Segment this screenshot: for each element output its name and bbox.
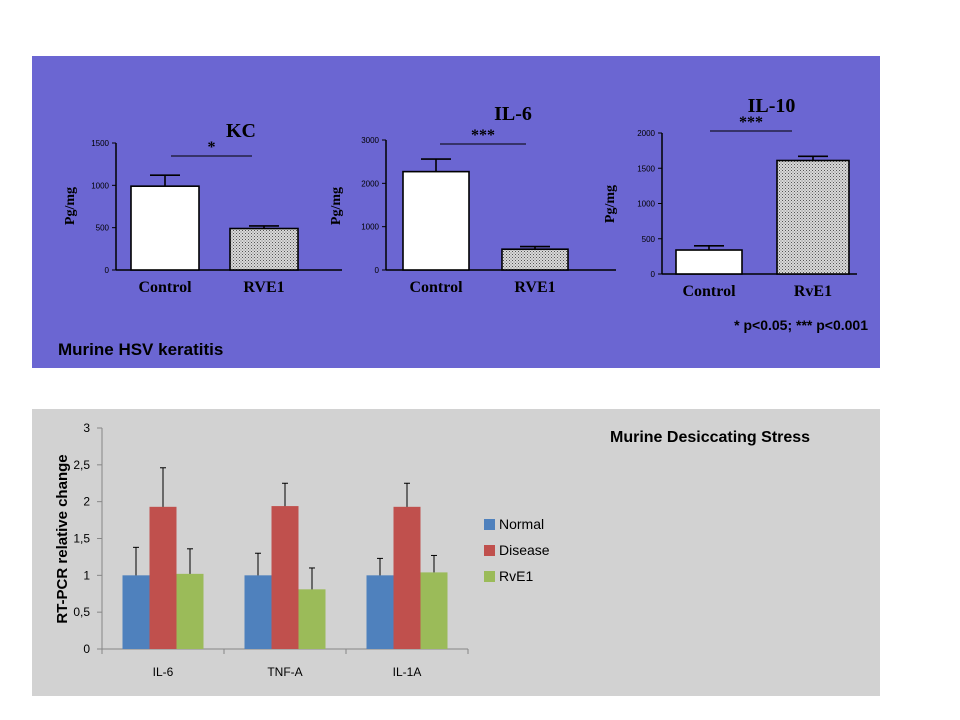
y-tick-label: 0,5	[73, 605, 90, 619]
x-tick-label: IL-6	[153, 665, 174, 679]
legend-label-disease: Disease	[499, 542, 550, 558]
y-tick-label: 3	[83, 421, 90, 435]
significance-marker: *	[208, 139, 216, 156]
y-tick-label: 1500	[637, 164, 655, 173]
x-tick-label: RVE1	[243, 279, 284, 296]
legend-swatch-disease	[484, 545, 495, 556]
y-tick-label: 2,5	[73, 458, 90, 472]
x-tick-label: TNF-A	[267, 665, 302, 679]
chart-title: IL-10	[748, 95, 796, 117]
y-axis-label: Pg/mg	[329, 187, 344, 225]
y-tick-label: 3000	[361, 136, 379, 145]
bar-control	[402, 170, 470, 271]
y-tick-label: 500	[96, 224, 110, 233]
x-tick-label: Control	[138, 279, 192, 296]
y-tick-label: 0	[83, 642, 90, 656]
significance-marker: ***	[739, 114, 763, 131]
bar-control	[675, 249, 743, 275]
bar-disease-tnf-a	[271, 506, 299, 649]
desiccating-stress-panel: 0 0,5 1 1,5 2 2,5 3 IL-6 TNF-A IL-1A RT-PCR relati…	[32, 409, 880, 696]
y-tick-label: 0	[651, 270, 656, 279]
y-axis-label: Pg/mg	[63, 187, 78, 225]
y-tick-label: 2000	[637, 129, 655, 138]
y-tick-label: 0	[105, 266, 110, 275]
bar-normal-tnf-a	[244, 575, 272, 649]
il6-chart: 0 1000 2000 3000 Control RVE1 IL-6 *** Pg/mg	[329, 103, 616, 296]
hsv-keratitis-panel: 0 500 1000 1500 Control RVE1 KC * Pg/mg 0 1000 200…	[32, 56, 880, 368]
x-tick-label: RvE1	[794, 283, 832, 300]
legend-label-normal: Normal	[499, 516, 544, 532]
y-tick-label: 1000	[637, 200, 655, 209]
panel-caption: Murine HSV keratitis	[58, 340, 223, 359]
y-tick-label: 0	[375, 266, 380, 275]
bar-control	[130, 185, 200, 271]
bar-disease-il-6	[149, 506, 177, 649]
bar-normal-il-1a	[366, 575, 394, 649]
x-tick-label: Control	[409, 279, 463, 296]
significance-marker: ***	[471, 127, 495, 144]
x-tick-label: Control	[682, 283, 736, 300]
bar-disease-il-1a	[393, 506, 421, 649]
legend-swatch-rve1	[484, 571, 495, 582]
y-tick-label: 1000	[361, 223, 379, 232]
legend-swatch-normal	[484, 519, 495, 530]
hsv-keratitis-charts: 0 500 1000 1500 Control RVE1 KC * Pg/mg 0 1000 200…	[58, 95, 868, 359]
bar-rve1-il-1a	[420, 572, 448, 649]
y-axis-label: RT-PCR relative change	[54, 454, 71, 623]
bar-normal-il-6	[122, 575, 150, 649]
y-tick-label: 500	[642, 235, 656, 244]
bar-rve1	[776, 159, 850, 275]
kc-chart: 0 500 1000 1500 Control RVE1 KC * Pg/mg	[63, 120, 342, 296]
y-tick-label: 2000	[361, 179, 379, 188]
bar-rve1	[501, 248, 569, 271]
y-tick-label: 1000	[91, 181, 109, 190]
y-tick-label: 1	[83, 568, 90, 582]
chart-title: IL-6	[494, 103, 532, 125]
legend-label-rve1: RvE1	[499, 568, 533, 584]
y-axis-label: Pg/mg	[603, 185, 618, 223]
desiccating-stress-chart: 0 0,5 1 1,5 2 2,5 3 IL-6 TNF-A IL-1A RT-PCR relati…	[54, 421, 810, 679]
significance-footnote: * p<0.05; *** p<0.001	[734, 317, 868, 333]
x-tick-label: RVE1	[514, 279, 555, 296]
bar-rve1	[229, 227, 299, 271]
y-tick-label: 1,5	[73, 532, 90, 546]
bar-rve1-tnf-a	[298, 589, 326, 649]
y-tick-label: 2	[83, 495, 90, 509]
y-tick-label: 1500	[91, 139, 109, 148]
il10-chart: 0 500 1000 1500 2000 Control RvE1 IL-10*** Pg/mg	[603, 95, 857, 300]
x-tick-label: IL-1A	[393, 665, 422, 679]
bar-rve1-il-6	[176, 573, 204, 649]
chart-title: KC	[226, 120, 256, 142]
chart-title: Murine Desiccating Stress	[610, 429, 810, 446]
